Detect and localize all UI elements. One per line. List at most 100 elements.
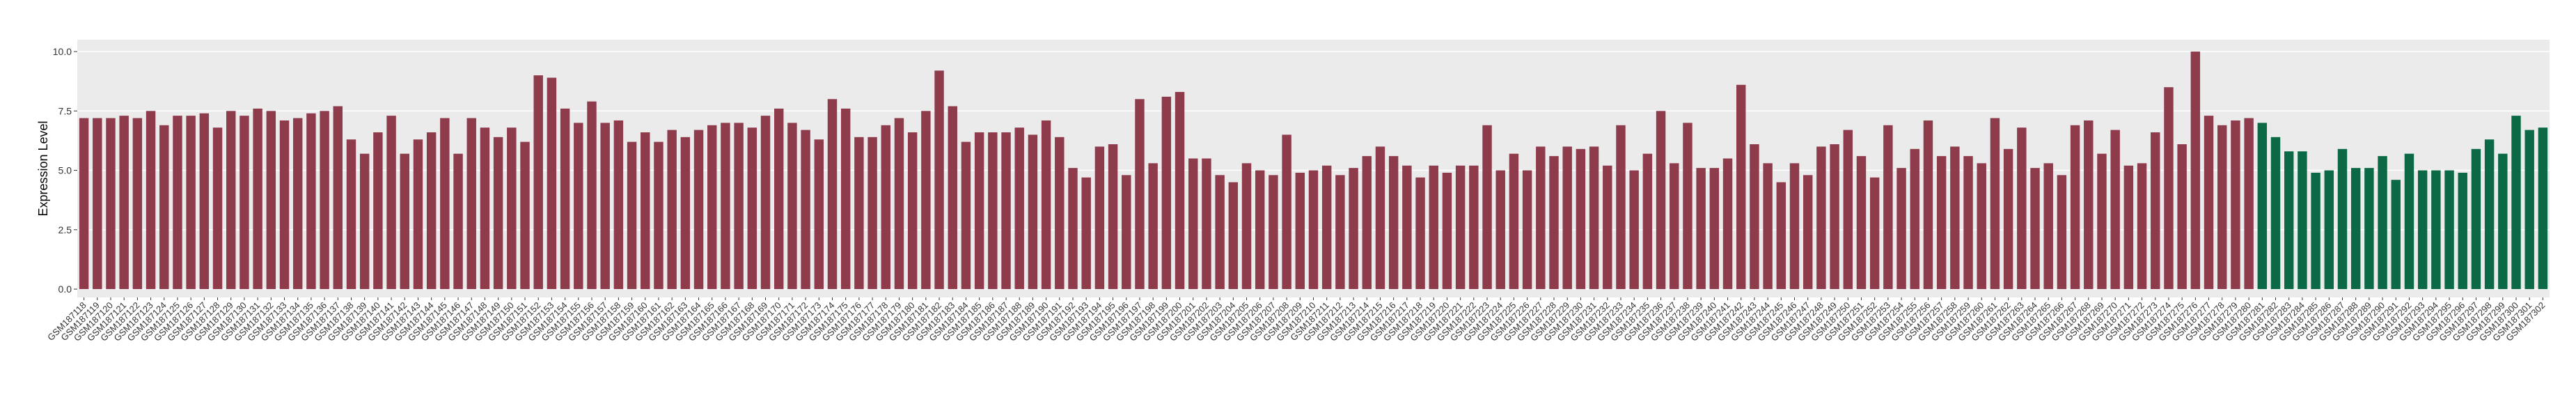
bar: [2458, 172, 2467, 290]
bar: [2364, 168, 2374, 290]
bar: [574, 123, 583, 290]
bar: [1308, 170, 1319, 290]
bar: [1081, 177, 1091, 290]
bar: [654, 141, 663, 290]
bar: [493, 137, 503, 290]
bar: [2057, 175, 2067, 290]
bar: [560, 108, 570, 290]
bar: [854, 137, 864, 290]
bar: [1536, 146, 1546, 290]
bar: [226, 111, 236, 290]
bar: [2337, 148, 2348, 290]
bar: [2151, 132, 2160, 290]
bar: [2324, 170, 2334, 290]
bar: [2070, 125, 2080, 290]
y-tick-label: 0.0: [58, 283, 72, 295]
bar: [1736, 84, 1746, 290]
bar: [346, 139, 356, 290]
bar: [867, 137, 877, 290]
bar: [1509, 153, 1519, 290]
bar: [253, 108, 262, 290]
bar: [747, 127, 757, 290]
bar: [333, 106, 343, 290]
bar: [480, 127, 490, 290]
bar: [948, 106, 957, 290]
bar: [292, 118, 303, 290]
bar: [2030, 168, 2040, 290]
bar: [2431, 170, 2441, 290]
bar: [2017, 127, 2027, 290]
bar: [667, 130, 677, 290]
bar: [1148, 163, 1158, 290]
bar: [2097, 153, 2107, 290]
bar: [466, 118, 476, 290]
bar: [801, 130, 810, 290]
bar: [760, 116, 771, 290]
bar: [1362, 156, 1372, 290]
bar: [413, 139, 423, 290]
bar: [199, 113, 210, 290]
bar: [1589, 146, 1599, 290]
bar: [1375, 146, 1385, 290]
bar: [1616, 125, 1626, 290]
bar: [1562, 146, 1572, 290]
bar: [1469, 165, 1479, 290]
bar: [186, 116, 196, 290]
bar: [1722, 158, 1733, 290]
bar: [1843, 130, 1853, 290]
bar: [814, 139, 824, 290]
bar: [1055, 137, 1065, 290]
bar: [974, 132, 984, 290]
bar: [400, 153, 409, 290]
bar: [2190, 52, 2201, 290]
bar: [1950, 146, 1960, 290]
bar: [2217, 125, 2227, 290]
bar: [1549, 156, 1559, 290]
bar: [2204, 116, 2214, 290]
bar: [2484, 139, 2495, 290]
bar: [520, 141, 530, 290]
y-tick-label: 10.0: [53, 46, 72, 57]
bar: [159, 125, 169, 290]
bar: [2244, 118, 2254, 290]
bar: [1763, 163, 1773, 290]
bar: [1830, 144, 1839, 290]
bar: [1856, 156, 1867, 290]
bar: [1776, 182, 1786, 290]
bar: [2511, 116, 2521, 290]
bar: [1014, 127, 1024, 290]
bar: [386, 116, 396, 290]
bar: [132, 118, 143, 290]
bar: [600, 123, 610, 290]
bar: [1282, 134, 1291, 290]
bar: [1709, 168, 1720, 290]
bar: [707, 125, 717, 290]
bar: [1670, 163, 1679, 290]
bar: [1161, 96, 1172, 290]
bar: [2003, 148, 2013, 290]
bar: [1175, 92, 1185, 290]
bar: [961, 141, 971, 290]
bar: [1228, 182, 1239, 290]
bar: [1241, 163, 1252, 290]
bar: [1094, 146, 1105, 290]
bar: [2417, 170, 2428, 290]
bar: [1990, 118, 2000, 290]
bar: [840, 108, 851, 290]
bar: [2404, 153, 2414, 290]
bar: [239, 116, 249, 290]
bar: [1295, 172, 1305, 290]
bar: [279, 120, 290, 290]
bar: [934, 70, 944, 290]
bar: [1963, 156, 1973, 290]
bar: [453, 153, 463, 290]
bar: [2084, 120, 2094, 290]
bar: [373, 132, 383, 290]
bar: [1869, 177, 1880, 290]
bar: [1656, 111, 1666, 290]
bar: [320, 111, 329, 290]
bar: [359, 153, 370, 290]
bar: [1883, 125, 1893, 290]
bar: [1789, 163, 1800, 290]
